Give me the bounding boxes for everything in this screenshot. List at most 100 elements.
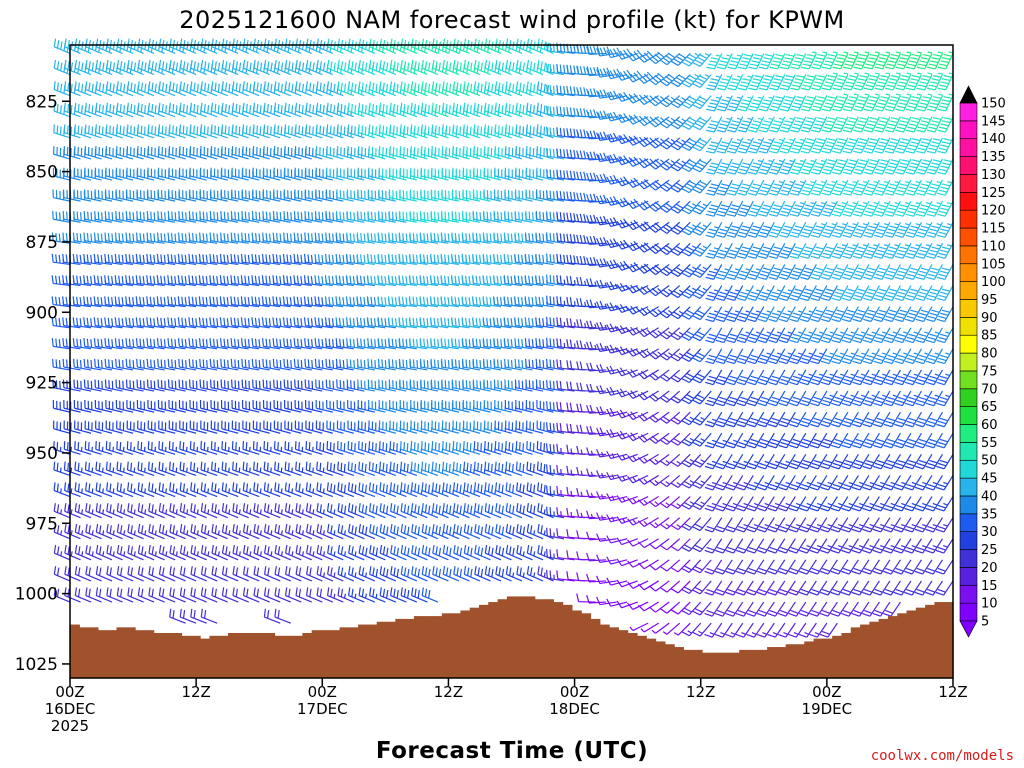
barb-flag	[348, 566, 351, 575]
barb-half-flag	[249, 488, 252, 494]
barb-flag	[347, 81, 351, 90]
barb-shaft	[85, 67, 102, 76]
barb-flag	[169, 102, 171, 112]
wind-barb	[137, 420, 155, 434]
barb-flag	[160, 275, 163, 284]
barb-shaft	[84, 366, 102, 371]
barb-flag	[104, 275, 107, 284]
barb-flag	[163, 254, 166, 264]
barb-flag	[91, 62, 95, 71]
barb-flag	[277, 61, 280, 70]
barb-shaft	[148, 428, 165, 434]
barb-flag	[90, 359, 93, 369]
wind-barb	[114, 275, 134, 287]
barb-flag	[133, 126, 136, 135]
wind-barb	[94, 358, 113, 371]
barb-flag	[184, 254, 187, 264]
wind-barb	[274, 587, 291, 603]
barb-flag	[363, 233, 366, 242]
barb-shaft	[159, 67, 176, 76]
barb-flag	[179, 461, 182, 470]
barb-flag	[329, 103, 332, 113]
barb-flag	[169, 566, 172, 575]
barb-flag	[130, 103, 133, 113]
barb-flag	[74, 102, 77, 112]
barb-flag	[202, 254, 205, 263]
wind-barb	[53, 59, 71, 76]
barb-flag	[214, 588, 217, 598]
barb-flag	[90, 339, 93, 348]
barb-flag	[120, 39, 123, 49]
barb-flag	[244, 317, 247, 327]
barb-flag	[74, 124, 76, 133]
barb-flag	[224, 483, 228, 492]
barb-shaft	[117, 67, 134, 76]
wind-barbs	[51, 38, 954, 638]
wind-barb	[116, 482, 134, 498]
barb-flag	[158, 59, 162, 69]
barb-flag	[361, 504, 365, 513]
barb-shaft	[148, 88, 165, 97]
wind-barb	[74, 503, 92, 519]
barb-flag	[77, 462, 80, 472]
barb-half-flag	[207, 509, 210, 515]
barb-flag	[56, 103, 59, 113]
barb-flag	[121, 359, 124, 369]
barb-flag	[259, 105, 262, 114]
barb-flag	[330, 567, 333, 576]
barb-flag	[51, 275, 54, 284]
wind-barb	[83, 358, 102, 371]
barb-flag	[385, 126, 388, 135]
barb-flag	[177, 317, 180, 326]
barb-shaft	[116, 218, 134, 223]
wind-barb	[232, 587, 249, 603]
barb-flag	[280, 83, 284, 93]
barb-flag	[242, 102, 245, 112]
barb-flag	[388, 358, 391, 368]
barb-flag	[64, 503, 67, 512]
barb-flag	[55, 254, 58, 263]
barb-flag	[279, 297, 282, 306]
barb-flag	[160, 359, 163, 368]
barb-flag	[109, 567, 112, 576]
barb-half-flag	[186, 467, 188, 473]
barb-flag	[377, 338, 380, 347]
barb-shaft	[105, 366, 123, 371]
barb-shaft	[138, 595, 155, 603]
barb-flag	[99, 567, 102, 576]
barb-flag	[373, 254, 377, 264]
barb-flag	[128, 275, 131, 284]
barb-flag	[332, 359, 335, 369]
barb-shaft	[137, 387, 155, 392]
barb-flag	[267, 61, 270, 70]
barb-flag	[307, 296, 310, 306]
barb-shaft	[95, 282, 113, 287]
wind-barb	[147, 461, 165, 477]
barb-half-flag	[81, 509, 84, 515]
barb-flag	[153, 359, 156, 369]
barb-flag	[224, 462, 227, 472]
barb-flag	[174, 276, 177, 285]
barb-shaft	[158, 428, 176, 434]
barb-flag	[70, 126, 73, 135]
barb-half-flag	[280, 551, 283, 557]
wind-barb	[169, 544, 186, 561]
barb-shaft	[75, 595, 92, 603]
barb-flag	[228, 83, 231, 93]
barb-flag	[381, 233, 384, 242]
barb-flag	[310, 254, 313, 264]
barb-flag	[118, 338, 121, 347]
barb-flag	[214, 546, 218, 555]
barb-flag	[269, 359, 271, 369]
wind-barb	[316, 544, 334, 561]
wind-barb	[106, 503, 123, 519]
barb-flag	[279, 339, 282, 348]
barb-flag	[312, 83, 315, 93]
barb-half-flag	[270, 467, 272, 473]
barb-shaft	[127, 132, 144, 139]
barb-half-flag	[175, 530, 178, 535]
barb-flag	[135, 296, 138, 305]
barb-flag	[259, 83, 262, 93]
barb-flag	[200, 608, 203, 618]
barb-shaft	[126, 282, 144, 287]
